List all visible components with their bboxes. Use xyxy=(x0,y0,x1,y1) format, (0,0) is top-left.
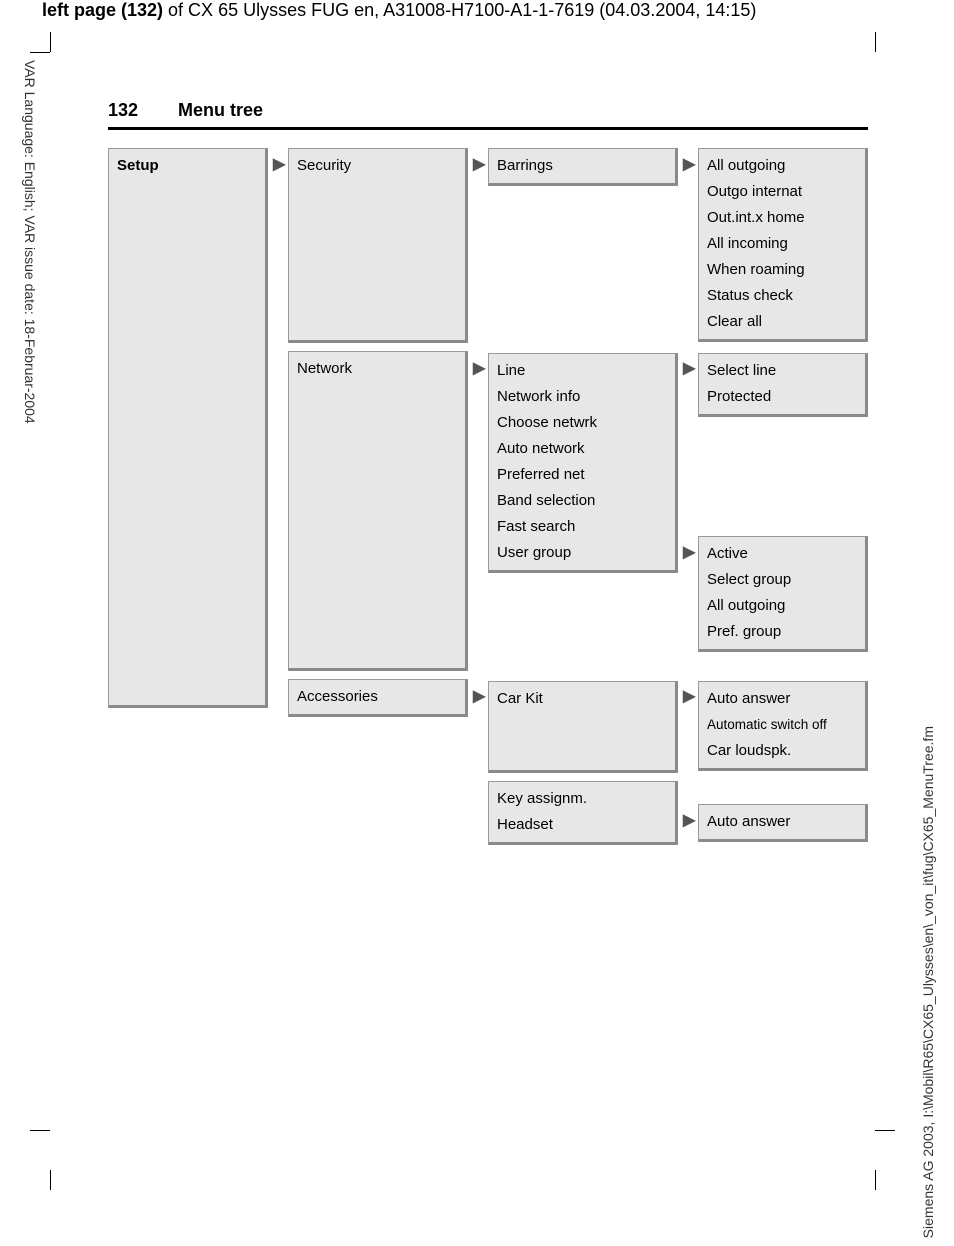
menu-setup: Setup xyxy=(108,148,268,708)
menu-label: Setup xyxy=(117,153,257,179)
menu-label: Security xyxy=(297,153,457,179)
menu-label: Automatic switch off xyxy=(707,712,857,738)
menu-label: Auto answer xyxy=(707,686,857,712)
document-header: left page (132) of CX 65 Ulysses FUG en,… xyxy=(0,0,954,21)
menu-key-headset: Key assignm. Headset xyxy=(488,781,678,845)
page-number: 132 xyxy=(108,100,138,121)
menu-label: All outgoing xyxy=(707,153,857,179)
side-text-left: VAR Language: English; VAR issue date: 1… xyxy=(22,60,38,424)
menu-label: Preferred net xyxy=(497,462,667,488)
menu-label: Network xyxy=(297,356,457,382)
menu-label: Clear all xyxy=(707,309,857,335)
header-bold: left page (132) xyxy=(42,0,163,20)
menu-label: Fast search xyxy=(497,514,667,540)
menu-label: Network info xyxy=(497,384,667,410)
menu-label: Choose netwrk xyxy=(497,410,667,436)
menu-label: Select line xyxy=(707,358,857,384)
menu-usergroup-items: Active Select group All outgoing Pref. g… xyxy=(698,536,868,652)
menu-label: Pref. group xyxy=(707,619,857,645)
menu-label: Outgo internat xyxy=(707,179,857,205)
menu-label: Headset xyxy=(497,812,667,838)
menu-label: Line xyxy=(497,358,667,384)
menu-label: Barrings xyxy=(497,153,667,179)
menu-label: Car Kit xyxy=(497,686,667,712)
crop-mark xyxy=(875,1170,876,1190)
arrow-icon: ▶ xyxy=(473,686,485,706)
menu-label: Select group xyxy=(707,567,857,593)
arrow-icon: ▶ xyxy=(683,542,695,562)
menu-label: Status check xyxy=(707,283,857,309)
menu-label: Auto answer xyxy=(707,809,857,835)
arrow-icon: ▶ xyxy=(473,358,485,378)
menu-label: Auto network xyxy=(497,436,667,462)
menu-security: Security xyxy=(288,148,468,343)
arrow-icon: ▶ xyxy=(683,358,695,378)
menu-label: Car loudspk. xyxy=(707,738,857,764)
menu-label: User group xyxy=(497,540,667,566)
page-title: Menu tree xyxy=(178,100,263,121)
menu-line-items: Select line Protected xyxy=(698,353,868,417)
menu-label: Accessories xyxy=(297,684,457,710)
menu-label: When roaming xyxy=(707,257,857,283)
menu-headset-items: Auto answer xyxy=(698,804,868,842)
menu-label: All incoming xyxy=(707,231,857,257)
arrow-icon: ▶ xyxy=(683,810,695,830)
page-content: 132 Menu tree Setup ▶ Security Network A… xyxy=(108,100,868,908)
page-header: 132 Menu tree xyxy=(108,100,868,130)
menu-label: Active xyxy=(707,541,857,567)
menu-barrings: Barrings xyxy=(488,148,678,186)
arrow-icon: ▶ xyxy=(683,686,695,706)
arrow-icon: ▶ xyxy=(683,154,695,174)
arrow-icon: ▶ xyxy=(273,154,285,174)
side-text-right: Siemens AG 2003, I:\Mobil\R65\CX65_Ulyss… xyxy=(920,726,936,1238)
header-rest: of CX 65 Ulysses FUG en, A31008-H7100-A1… xyxy=(163,0,756,20)
crop-mark xyxy=(50,1170,51,1190)
menu-barrings-items: All outgoing Outgo internat Out.int.x ho… xyxy=(698,148,868,342)
menu-label: Out.int.x home xyxy=(707,205,857,231)
menu-carkit: Car Kit xyxy=(488,681,678,773)
menu-network-items: Line Network info Choose netwrk Auto net… xyxy=(488,353,678,573)
menu-carkit-items: Auto answer Automatic switch off Car lou… xyxy=(698,681,868,771)
menu-label: All outgoing xyxy=(707,593,857,619)
menu-tree: Setup ▶ Security Network Accessories ▶ ▶… xyxy=(108,148,868,908)
arrow-icon: ▶ xyxy=(473,154,485,174)
menu-label: Protected xyxy=(707,384,857,410)
menu-label: Band selection xyxy=(497,488,667,514)
menu-label: Key assignm. xyxy=(497,786,667,812)
menu-network: Network xyxy=(288,351,468,671)
menu-accessories: Accessories xyxy=(288,679,468,717)
